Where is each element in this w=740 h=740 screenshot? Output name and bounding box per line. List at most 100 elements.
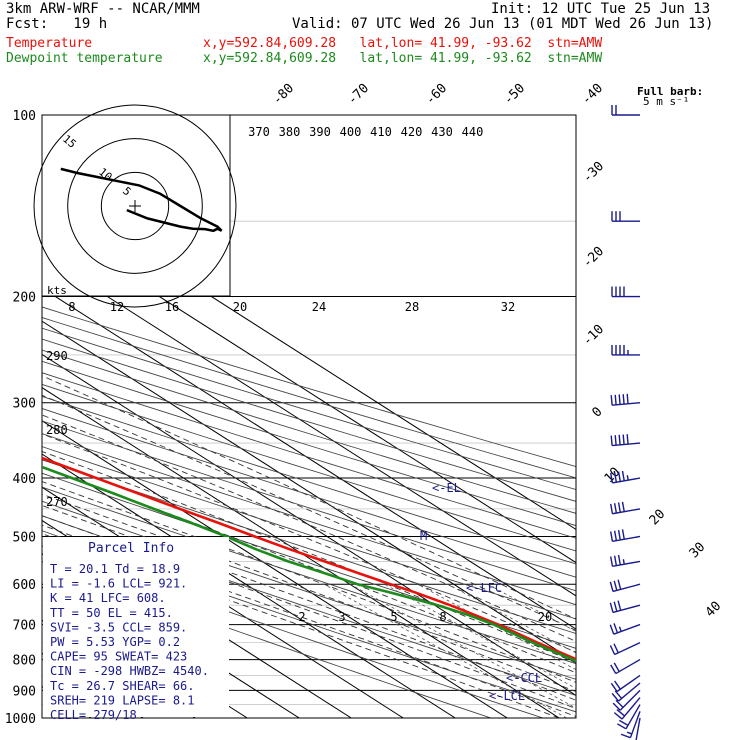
- theta-e-label: 24: [312, 300, 326, 314]
- wind-barb-staff: [625, 704, 641, 730]
- wind-barb: [610, 658, 641, 675]
- wind-barb: [609, 642, 641, 656]
- dry-adiabat: [42, 408, 576, 578]
- dry-adiabat: [42, 420, 576, 592]
- pressure-label-900: 900: [13, 684, 36, 699]
- dry-adiabat-label: 270: [46, 495, 68, 509]
- wind-barb: [609, 470, 641, 484]
- parcel-info-row: SVI= -3.5 CCL= 859.: [50, 620, 187, 634]
- level-marker: <-LFC: [466, 581, 502, 595]
- isotherm-label: -60: [423, 81, 450, 108]
- wind-barb-flag: [622, 394, 625, 405]
- dewpoint-location: x,y=592.84,609.28 lat,lon= 41.99, -93.62…: [203, 51, 603, 66]
- pressure-label-100: 100: [13, 109, 36, 124]
- isotherm-label: -80: [270, 81, 297, 108]
- parcel-info-row: CELL= 279/18: [50, 708, 137, 722]
- mixing-ratio-label: 5: [390, 610, 397, 624]
- hodograph-units: kts: [47, 284, 67, 297]
- wind-barb: [611, 344, 640, 356]
- moist-adiabat: [42, 414, 576, 642]
- wind-barb: [609, 501, 641, 515]
- barb-legend-title: Full barb:: [637, 85, 703, 98]
- moist-adiabat: [42, 493, 576, 693]
- wind-barb-flag: [617, 471, 621, 482]
- wind-barb-flag: [618, 719, 629, 726]
- pressure-label-800: 800: [13, 654, 36, 669]
- wind-barb-flag: [609, 556, 614, 567]
- theta-label: 400: [340, 125, 362, 139]
- dry-adiabat: [42, 472, 576, 649]
- isotherm-label: 40: [703, 599, 725, 621]
- wind-barb-flag: [617, 554, 621, 566]
- wind-barb-flag: [609, 645, 616, 655]
- pressure-axis: 100 200 300 400 500 600 700 800 900 1000: [5, 109, 577, 727]
- wind-barb-flag: [621, 501, 625, 512]
- valid-time: Valid: 07 UTC Wed 26 Jun 13 (01 MDT Wed …: [292, 16, 714, 32]
- wind-barb-flag: [626, 475, 629, 481]
- wind-barb-flag: [616, 723, 627, 730]
- isotherm: [42, 420, 508, 718]
- wind-barb: [609, 600, 641, 614]
- wind-barb-flag: [613, 555, 618, 566]
- moist-adiabat: [42, 481, 576, 683]
- wind-barb: [616, 704, 641, 730]
- forecast-hour: Fcst: 19 h: [6, 16, 108, 32]
- isotherm-label: -40: [579, 81, 606, 108]
- theta-e-label: 32: [501, 300, 515, 314]
- temperature-line: [42, 456, 576, 661]
- wind-barb: [609, 579, 641, 593]
- theta-label: 440: [462, 125, 484, 139]
- wind-barb-flag: [626, 393, 629, 404]
- dry-adiabat: [42, 486, 576, 665]
- wind-barb-staff: [618, 682, 641, 702]
- moist-adiabat: [42, 533, 560, 718]
- dewpoint-label: Dewpoint temperature: [6, 51, 163, 66]
- wind-barb-flag: [613, 662, 620, 672]
- isotherm: [42, 453, 456, 718]
- wind-barb-flag: [621, 529, 625, 540]
- wind-barb-flag: [609, 602, 614, 613]
- wind-barb: [611, 211, 640, 222]
- level-marker: <-LCL: [489, 689, 525, 703]
- dry-adiabat: [42, 338, 576, 502]
- parcel-info-row: Tc = 26.7 SHEAR= 66.: [50, 679, 195, 693]
- parcel-info-box: Parcel Info T = 20.1 Td = 18.9LI = -1.6 L…: [43, 537, 229, 722]
- parcel-info-row: CAPE= 95 SWEAT= 423: [50, 650, 187, 664]
- temperature-location: x,y=592.84,609.28 lat,lon= 41.99, -93.62…: [203, 36, 603, 51]
- isotherm-label: -50: [501, 81, 528, 108]
- hodograph-ring: [100, 171, 170, 241]
- wind-barb: [611, 682, 641, 702]
- wind-barb-staff: [616, 674, 641, 693]
- theta-label: 420: [401, 125, 423, 139]
- wind-barb-flag: [611, 692, 620, 702]
- wind-barb: [635, 717, 641, 740]
- theta-label: 380: [279, 125, 301, 139]
- wind-barb-flag: [618, 434, 621, 445]
- theta-e-label: 16: [165, 300, 179, 314]
- wind-barb-staff: [613, 623, 641, 635]
- wind-barb-flag: [609, 531, 614, 542]
- mixing-ratio-label: 20: [538, 610, 552, 624]
- wind-barb-flag: [622, 434, 625, 445]
- mixing-ratio-line: [447, 583, 576, 654]
- level-marker: <-EL: [432, 481, 461, 495]
- mixing-ratio-label: 2: [298, 610, 305, 624]
- wind-barb-flag: [614, 394, 617, 405]
- theta-label: 410: [370, 125, 392, 139]
- wind-barb-flag: [613, 503, 618, 514]
- isotherm: [42, 220, 576, 564]
- wind-barb-flag: [609, 624, 615, 635]
- isotherm-label: -30: [580, 159, 607, 186]
- wind-barb-flag: [613, 712, 623, 720]
- init-time: Init: 12 UTC Tue 25 Jun 13: [491, 1, 711, 17]
- mixing-ratio-label: 3: [338, 610, 345, 624]
- wind-barb-flag: [614, 435, 617, 446]
- mixing-ratio-line: [349, 583, 576, 709]
- theta-e-label: 8: [68, 300, 75, 314]
- dry-adiabat: [42, 306, 576, 468]
- wind-barb-flag: [617, 502, 621, 513]
- wind-barb: [612, 689, 641, 711]
- wind-barbs: [609, 105, 641, 740]
